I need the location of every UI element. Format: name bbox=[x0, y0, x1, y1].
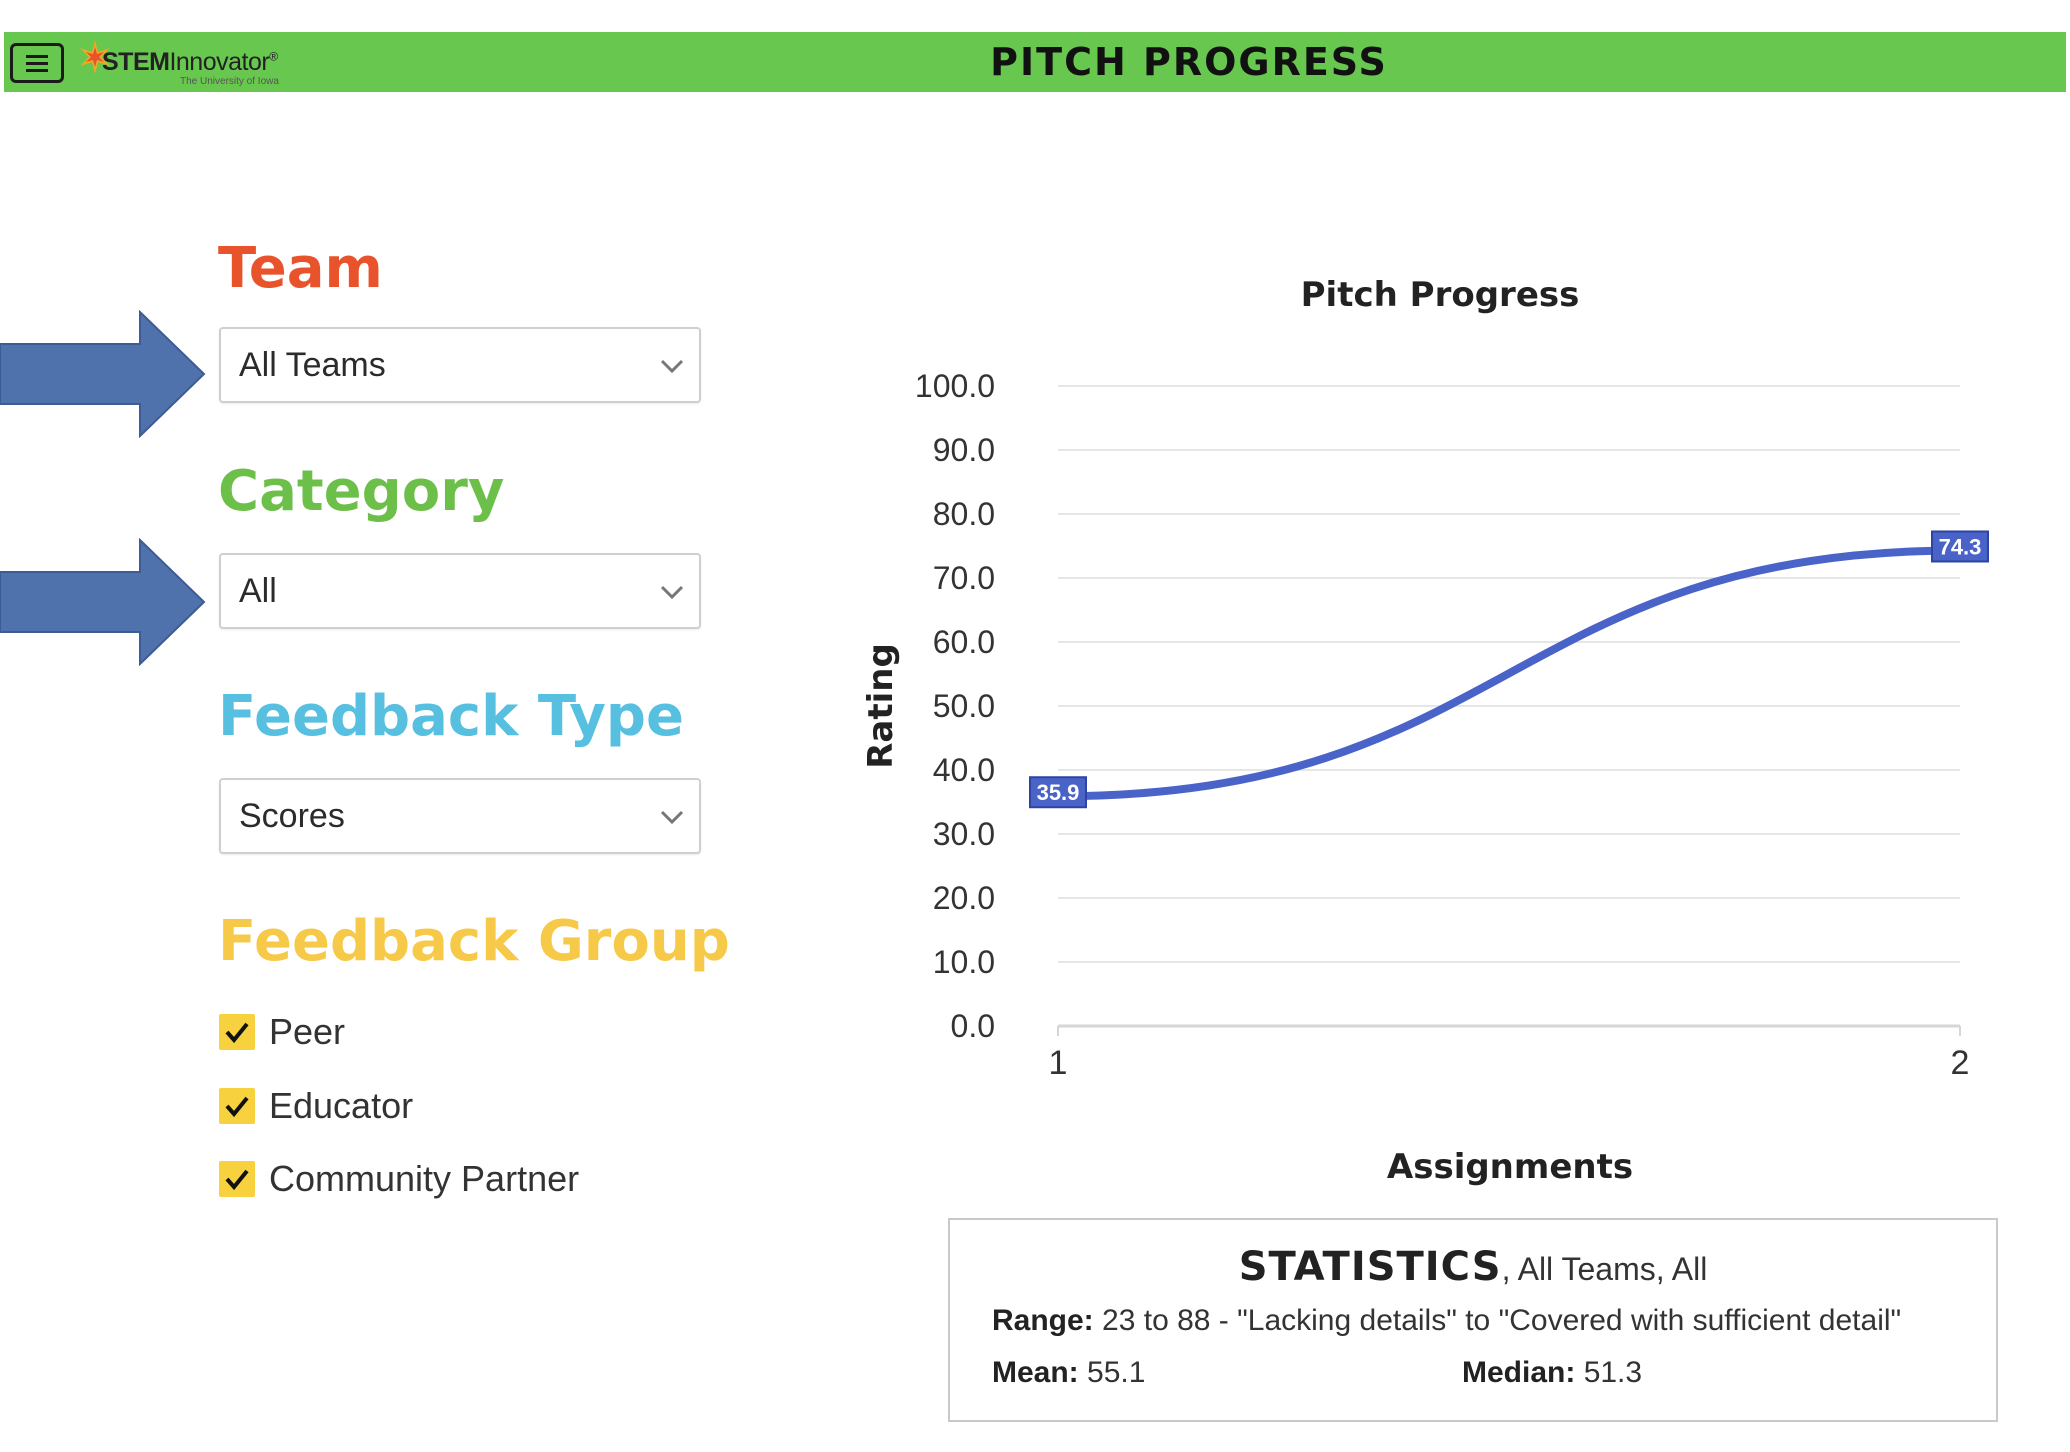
y-tick-label: 70.0 bbox=[933, 560, 995, 596]
statistics-median: Median: 51.3 bbox=[1462, 1356, 1642, 1390]
checkmark-icon bbox=[225, 1169, 249, 1191]
y-tick-label: 30.0 bbox=[933, 816, 995, 852]
data-label: 35.9 bbox=[1037, 780, 1080, 805]
menu-line bbox=[26, 55, 48, 58]
category-select[interactable]: All bbox=[219, 553, 701, 629]
checkmark-icon bbox=[225, 1022, 249, 1044]
feedback-type-heading: Feedback Type bbox=[218, 684, 684, 749]
statistics-header: STATISTICS, All Teams, All bbox=[950, 1244, 1996, 1290]
data-label: 74.3 bbox=[1939, 534, 1982, 559]
y-tick-label: 80.0 bbox=[933, 496, 995, 532]
steminnovator-logo[interactable]: STEMInnovator® The University of Iowa bbox=[78, 34, 318, 90]
star-logo-icon bbox=[80, 40, 110, 74]
feedback-type-select[interactable]: Scores bbox=[219, 778, 701, 854]
range-value: 23 to 88 - "Lacking details" to "Covered… bbox=[1102, 1304, 1902, 1337]
statistics-panel: STATISTICS, All Teams, All Range: 23 to … bbox=[948, 1218, 1998, 1422]
y-tick-label: 50.0 bbox=[933, 688, 995, 724]
series-line bbox=[1054, 546, 1964, 801]
checkmark-icon bbox=[225, 1096, 249, 1118]
data-label-box bbox=[1931, 530, 1989, 563]
team-heading: Team bbox=[218, 236, 383, 301]
menu-line bbox=[26, 62, 48, 65]
logo-subtitle: The University of Iowa bbox=[180, 76, 279, 87]
y-tick-label: 90.0 bbox=[933, 432, 995, 468]
median-value: 51.3 bbox=[1583, 1356, 1643, 1389]
checkbox-checked[interactable] bbox=[219, 1161, 255, 1197]
page-title: PITCH PROGRESS bbox=[990, 40, 1388, 84]
x-tick-label: 1 bbox=[1049, 1044, 1068, 1082]
pitch-progress-chart: Pitch Progress 0.0 10.0 20.0 30.0 40.0 50.0 60.… bbox=[861, 275, 1989, 1187]
x-axis-label: Assignments bbox=[1387, 1147, 1633, 1187]
y-tick-label: 10.0 bbox=[933, 944, 995, 980]
chevron-down-icon bbox=[660, 359, 684, 374]
arrow-right-icon bbox=[0, 310, 206, 438]
mean-label: Mean: bbox=[992, 1356, 1079, 1389]
y-axis-label: Rating bbox=[861, 643, 901, 769]
feedback-group-heading: Feedback Group bbox=[218, 909, 730, 974]
category-heading: Category bbox=[218, 459, 505, 524]
checkbox-checked[interactable] bbox=[219, 1088, 255, 1124]
chevron-down-icon bbox=[660, 585, 684, 600]
statistics-title: STATISTICS bbox=[1238, 1244, 1502, 1290]
checkbox-label: Community Partner bbox=[269, 1158, 580, 1199]
y-tick-label: 100.0 bbox=[915, 368, 995, 404]
chart-title: Pitch Progress bbox=[1301, 275, 1580, 315]
checkbox-label: Educator bbox=[269, 1085, 414, 1126]
range-label: Range: bbox=[992, 1304, 1094, 1337]
y-tick-label: 0.0 bbox=[951, 1008, 995, 1044]
statistics-mean: Mean: 55.1 bbox=[992, 1356, 1145, 1390]
checkbox-label: Peer bbox=[269, 1011, 346, 1052]
menu-line bbox=[26, 69, 48, 72]
mean-value: 55.1 bbox=[1087, 1356, 1146, 1389]
arrow-right-icon bbox=[0, 538, 206, 666]
category-select-value: All bbox=[239, 572, 277, 610]
y-tick-label: 40.0 bbox=[933, 752, 995, 788]
median-label: Median: bbox=[1462, 1356, 1576, 1389]
team-select[interactable]: All Teams bbox=[219, 327, 701, 403]
logo-wordmark: STEMInnovator® bbox=[102, 48, 278, 76]
y-tick-label: 20.0 bbox=[933, 880, 995, 916]
data-label-box bbox=[1029, 776, 1087, 809]
x-tick-label: 2 bbox=[1951, 1044, 1970, 1082]
feedback-type-select-value: Scores bbox=[239, 797, 345, 835]
y-tick-label: 60.0 bbox=[933, 624, 995, 660]
chevron-down-icon bbox=[660, 810, 684, 825]
statistics-subtitle: , All Teams, All bbox=[1501, 1251, 1708, 1287]
checkbox-checked[interactable] bbox=[219, 1014, 255, 1050]
team-select-value: All Teams bbox=[239, 346, 386, 384]
statistics-range: Range: 23 to 88 - "Lacking details" to "… bbox=[992, 1304, 1901, 1338]
header-bar: STEMInnovator® The University of Iowa PI… bbox=[4, 32, 2066, 92]
hamburger-menu-button[interactable] bbox=[10, 43, 64, 83]
